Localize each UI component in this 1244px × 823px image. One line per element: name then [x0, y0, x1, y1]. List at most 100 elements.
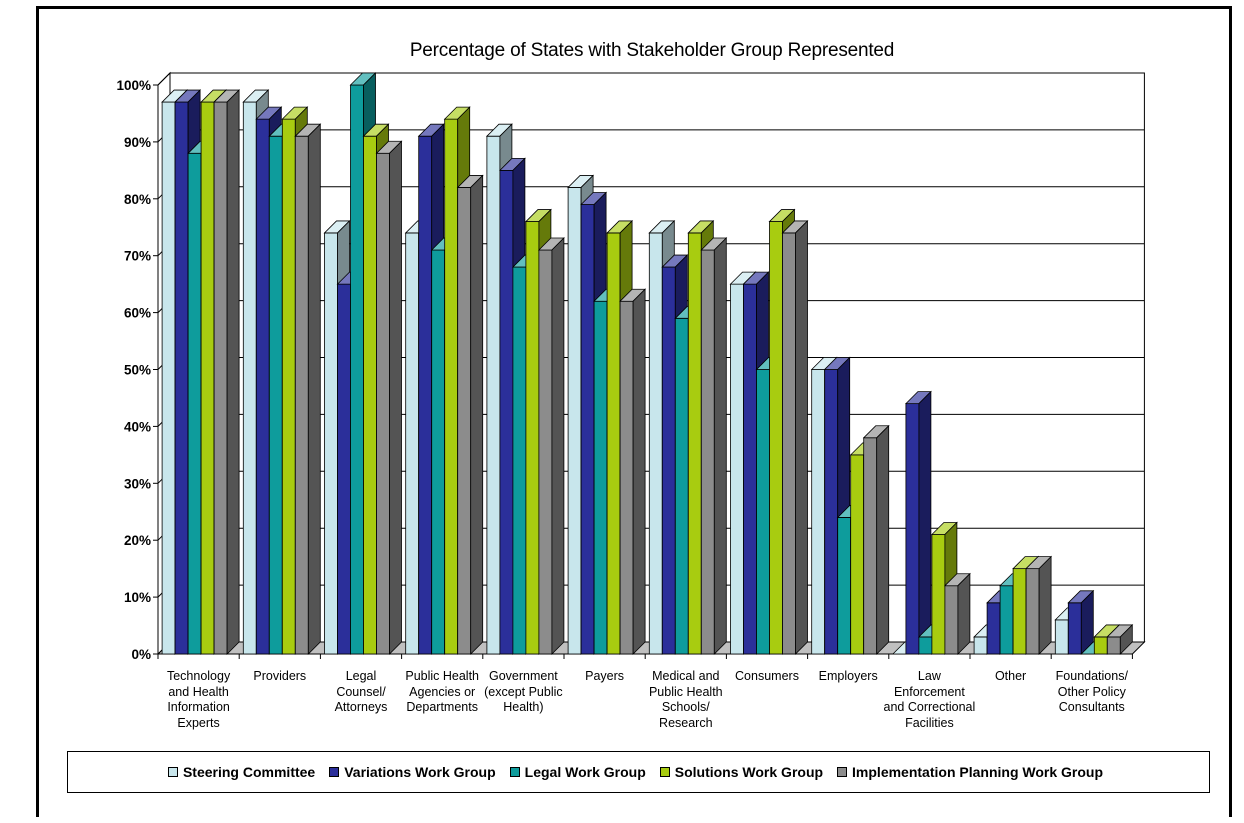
bar-front — [512, 266, 527, 655]
bar-front — [294, 135, 309, 655]
legend-item: Solutions Work Group — [659, 764, 824, 780]
bar-front — [431, 249, 446, 655]
bar-front — [999, 585, 1014, 655]
y-tick-label: 80% — [124, 192, 151, 207]
bar-side — [389, 140, 402, 655]
y-tick-label: 100% — [116, 78, 151, 93]
y-tick-label: 0% — [131, 647, 151, 662]
bar-front — [944, 585, 959, 655]
y-tick-label: 90% — [124, 135, 151, 150]
legend-label: Variations Work Group — [344, 764, 496, 780]
bar-front — [1025, 568, 1040, 655]
bar — [375, 140, 403, 655]
bar-front — [161, 101, 176, 655]
bar-front — [918, 636, 933, 655]
bar-front — [1067, 602, 1082, 655]
bar-front — [986, 602, 1001, 655]
x-category-label: Foundations/ Other Policy Consultants — [1055, 669, 1128, 714]
legend-swatch — [167, 767, 178, 777]
chart-frame — [36, 6, 1232, 817]
bar — [537, 237, 565, 655]
legend-item: Steering Committee — [167, 764, 316, 780]
bar-front — [499, 169, 514, 655]
bar-front — [255, 118, 270, 655]
bar — [1067, 589, 1095, 655]
bar-front — [730, 283, 744, 655]
x-category-label: Employers — [818, 669, 878, 683]
legend-swatch — [509, 767, 520, 777]
bar-front — [200, 101, 215, 655]
legend-label: Legal Work Group — [524, 764, 646, 780]
bar-front — [593, 300, 608, 655]
bar — [213, 89, 241, 655]
legend-item: Legal Work Group — [509, 764, 646, 780]
bar-front — [174, 101, 189, 655]
bar-front — [268, 135, 283, 655]
x-category-label: Medical and Public Health Schools/ Resea… — [648, 669, 723, 730]
y-tick-label: 60% — [124, 306, 151, 321]
bar-front — [931, 534, 946, 655]
bar-front — [850, 454, 865, 655]
bar — [1025, 555, 1053, 655]
y-tick-label: 30% — [124, 476, 151, 491]
legend-label: Implementation Planning Work Group — [852, 764, 1104, 780]
bar — [781, 219, 809, 655]
bar-front — [350, 84, 364, 655]
bar-side — [226, 89, 240, 655]
bar-front — [213, 101, 228, 655]
chart-title: Percentage of States with Stakeholder Gr… — [409, 40, 895, 61]
bar-front — [619, 300, 634, 655]
bar-front — [1054, 619, 1069, 655]
bar — [904, 390, 932, 655]
x-category-label: Technology and Health Information Expert… — [166, 669, 231, 730]
bar-front — [187, 152, 202, 655]
bar-front — [538, 249, 553, 655]
legend-label: Solutions Work Group — [674, 764, 824, 780]
bar-front — [905, 403, 920, 655]
bar-front — [405, 232, 420, 655]
bar-front — [486, 135, 501, 655]
bar-front — [606, 232, 621, 655]
bar-front — [700, 249, 715, 655]
bar-side — [876, 424, 890, 655]
y-tick-label: 70% — [124, 249, 151, 264]
bar-side — [713, 237, 727, 655]
bar-front — [337, 283, 351, 655]
x-category-label: Consumers — [735, 669, 799, 683]
y-tick-label: 50% — [124, 363, 151, 378]
bar-side — [307, 123, 321, 655]
bar-front — [363, 135, 377, 655]
bar-front — [973, 636, 988, 655]
bar-front — [769, 221, 783, 655]
bar-front — [1012, 568, 1027, 655]
bar-front — [324, 232, 338, 655]
legend-item: Implementation Planning Work Group — [837, 764, 1103, 780]
bar — [700, 237, 728, 655]
legend-item: Variations Work Group — [329, 764, 496, 780]
x-category-label: Other — [994, 669, 1027, 683]
bar-front — [824, 369, 839, 655]
bar-front — [1106, 636, 1121, 655]
legend-swatch — [329, 767, 340, 777]
bar-front — [661, 266, 676, 655]
x-category-label: Providers — [253, 669, 307, 683]
y-tick-label: 20% — [124, 533, 151, 548]
bar-front — [756, 369, 770, 655]
y-tick-label: 40% — [124, 419, 151, 434]
bar-side — [957, 572, 971, 655]
bar-front — [376, 152, 390, 655]
x-category-label: Public Health Agencies or Departments — [405, 669, 480, 714]
bar-front — [525, 221, 540, 655]
legend-label: Steering Committee — [182, 764, 316, 780]
bar-front — [444, 118, 459, 655]
bar-front — [281, 118, 296, 655]
bar-front — [648, 232, 663, 655]
bar-side — [795, 219, 808, 655]
legend-swatch — [659, 767, 670, 777]
bar-side — [918, 390, 932, 655]
bar-side — [632, 288, 646, 655]
bar — [1106, 623, 1134, 655]
x-category-label: Law Enforcement and Correctional Facilit… — [883, 669, 976, 730]
legend-swatch — [837, 767, 848, 777]
